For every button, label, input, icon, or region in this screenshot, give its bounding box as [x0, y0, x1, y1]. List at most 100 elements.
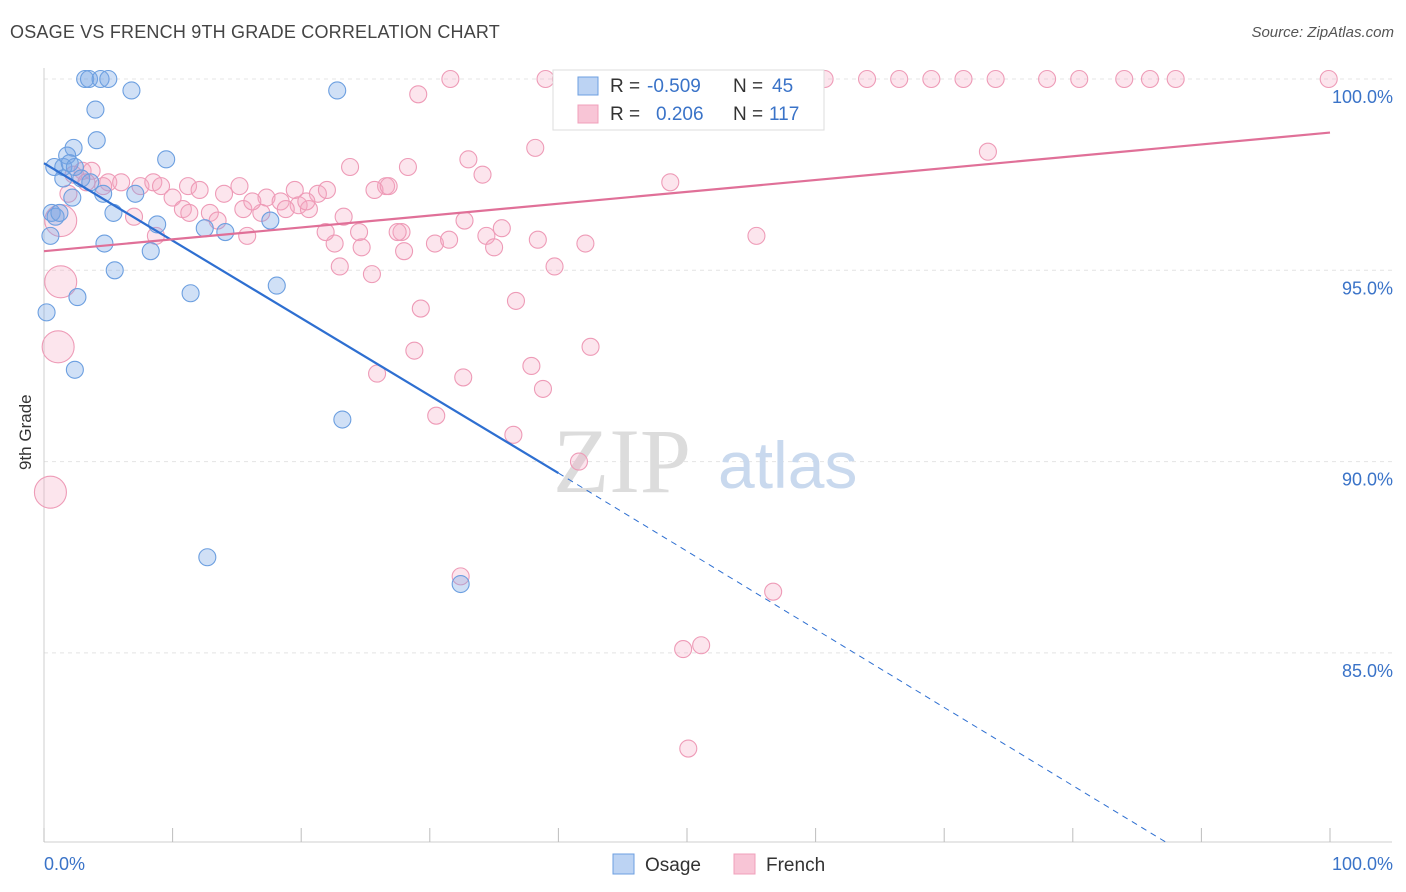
osage-point — [105, 261, 124, 280]
french-point — [441, 69, 460, 89]
french-point — [163, 188, 182, 207]
legend-r-value-french: 0.206 — [656, 104, 704, 125]
osage-point — [87, 131, 106, 150]
french-point — [455, 211, 474, 230]
y-tick-label-0: 100.0% — [1332, 87, 1393, 107]
legend-swatch-osage — [577, 76, 599, 96]
osage-point — [41, 226, 60, 245]
french-point — [536, 69, 555, 89]
osage-point — [64, 138, 83, 157]
osage-point — [141, 242, 160, 261]
y-tick-label-1: 95.0% — [1342, 278, 1393, 298]
french-point — [398, 157, 417, 177]
x-tick-label-min: 0.0% — [44, 854, 85, 874]
osage-point — [195, 219, 214, 238]
french-point — [334, 207, 353, 226]
legend-n-value-osage: 45 — [772, 76, 793, 97]
french-point — [352, 238, 371, 257]
french-point — [545, 257, 564, 276]
french-point — [890, 69, 909, 89]
french-point — [395, 242, 414, 261]
french-point — [576, 234, 595, 253]
osage-point — [328, 81, 347, 100]
legend-n-value-french: 117 — [769, 104, 799, 125]
osage-point — [63, 188, 82, 207]
french-point — [526, 138, 545, 157]
osage-point — [95, 234, 114, 253]
french-point — [276, 200, 295, 219]
y-tick-label-2: 90.0% — [1342, 470, 1393, 490]
french-point — [151, 177, 171, 196]
french-point — [459, 150, 478, 169]
french-point — [285, 180, 304, 200]
french-point — [82, 161, 101, 180]
french-point — [365, 180, 384, 200]
french-point — [528, 230, 547, 249]
stats-legend: R = -0.509 N = 45 R = 0.206 N = 117 — [552, 69, 825, 131]
osage-point — [54, 169, 73, 188]
french-point — [764, 582, 783, 601]
french-point — [297, 192, 316, 211]
osage-point — [157, 150, 176, 169]
osage-point — [76, 69, 95, 89]
osage-trend-line-extrapolated — [558, 472, 1170, 845]
gridlines — [44, 78, 1392, 654]
french-point — [405, 341, 424, 360]
bottom-legend-label-osage: Osage — [645, 855, 701, 876]
french-point — [427, 406, 446, 425]
osage-points — [37, 69, 470, 594]
french-point — [440, 230, 459, 249]
french-point — [214, 184, 234, 203]
french-point — [674, 640, 693, 659]
french-point — [747, 226, 766, 245]
osage-point — [65, 360, 84, 379]
french-point — [44, 265, 78, 299]
osage-point — [261, 211, 280, 230]
osage-point — [451, 574, 470, 594]
french-point — [506, 291, 526, 310]
french-point — [986, 69, 1005, 89]
french-point — [1038, 69, 1057, 89]
french-point — [350, 222, 369, 242]
x-tick-label-max: 100.0% — [1332, 854, 1393, 874]
legend-r-label-french: R = — [610, 104, 640, 125]
osage-point — [37, 303, 56, 322]
french-point — [341, 157, 360, 177]
bottom-legend-swatch-french — [733, 853, 756, 875]
osage-point — [50, 203, 69, 222]
osage-point — [198, 548, 217, 567]
french-trend-line — [43, 131, 1331, 253]
french-point — [316, 222, 335, 242]
french-point — [569, 452, 589, 471]
french-point — [230, 177, 249, 196]
legend-n-label-osage: N = — [733, 76, 763, 97]
french-point — [379, 177, 398, 196]
legend-r-label-osage: R = — [610, 76, 640, 97]
osage-point — [333, 410, 352, 429]
chart-title: OSAGE VS FRENCH 9TH GRADE CORRELATION CH… — [10, 22, 501, 42]
osage-point — [65, 157, 84, 177]
french-point — [504, 425, 523, 444]
osage-point — [267, 276, 286, 295]
french-point — [1070, 69, 1089, 89]
trend-lines — [43, 131, 1331, 845]
french-point — [473, 165, 492, 184]
french-point — [581, 337, 600, 356]
french-point — [522, 356, 541, 376]
french-point — [492, 219, 511, 238]
french-point — [679, 739, 698, 758]
watermark-atlas: atlas — [718, 428, 857, 502]
french-point — [180, 203, 199, 222]
french-point — [485, 238, 504, 257]
french-point — [1319, 69, 1338, 89]
french-point — [317, 180, 336, 200]
legend-r-value-osage: -0.509 — [647, 76, 701, 97]
french-point — [178, 177, 198, 196]
source-label: Source: ZipAtlas.com — [1251, 24, 1394, 41]
watermark-zip: ZIP — [553, 410, 691, 512]
axes — [43, 68, 1392, 843]
french-point — [533, 379, 553, 398]
french-point — [41, 330, 75, 364]
french-point — [190, 180, 209, 200]
